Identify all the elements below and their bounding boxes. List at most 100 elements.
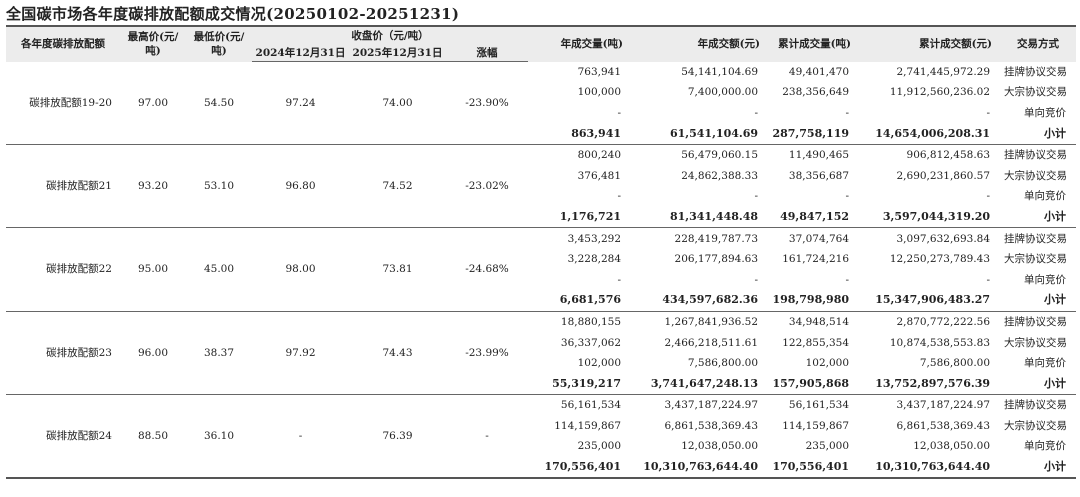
max-price: 97.00 <box>120 61 186 145</box>
vintage-group: 碳排放配额19-20 97.00 54.50 97.24 74.00 -23.90% 763… <box>6 61 1077 145</box>
trade-mode: 小计 <box>1000 290 1077 312</box>
table-row: 碳排放配额19-20 97.00 54.50 97.24 74.00 -23.90% 763… <box>6 61 1076 145</box>
table-row: 100,000 7,400,000.00 238,356,649 11,912,560… <box>6 82 1076 103</box>
close-2024: - <box>252 394 349 480</box>
cum-value: 12,038,050.00 <box>913 440 991 453</box>
cum-value: 2,870,772,222.56 <box>896 315 991 328</box>
cum-value: 906,812,458.63 <box>906 149 991 162</box>
cum-value: 7,586,800.00 <box>919 357 991 370</box>
min-price: 38.37 <box>186 311 252 396</box>
max-price: 95.00 <box>120 227 186 312</box>
trade-mode: 小计 <box>1000 373 1077 396</box>
subtotal-row: 170,556,401 10,310,763,644.40 170,556,401 1… <box>6 456 1077 480</box>
cum-value: 10,874,538,553.83 <box>889 336 991 349</box>
annual-volume: 36,337,062 <box>560 336 622 349</box>
vintage-name: 碳排放配额19-20 <box>6 61 120 145</box>
table-row: - - - - 单向竞价 <box>6 103 1076 124</box>
close-2025: 74.00 <box>349 61 446 145</box>
header-cum-volume: 累计成交量(吨) <box>768 25 860 62</box>
header-annual-value: 年成交额(元) <box>631 25 769 62</box>
cum-volume: 157,905,868 <box>768 373 860 396</box>
cum-volume: - <box>845 106 850 119</box>
annual-volume: 114,159,867 <box>554 419 622 432</box>
table-title: 全国碳市场各年度碳排放配额成交情况(20250102-20251231) <box>6 5 460 23</box>
subtotal-row: 6,681,576 434,597,682.36 198,798,980 15,347… <box>6 290 1077 312</box>
cum-volume: - <box>845 190 850 203</box>
trade-mode: 单向竞价 <box>1024 357 1067 370</box>
vintage-name: 碳排放配额21 <box>6 144 120 229</box>
cum-value: 6,861,538,369.43 <box>896 419 991 432</box>
close-2024: 96.80 <box>252 144 349 229</box>
annual-volume: - <box>617 190 622 203</box>
annual-value: 6,861,538,369.43 <box>664 419 759 432</box>
cum-value: 3,437,187,224.97 <box>896 399 991 412</box>
cum-volume: 235,000 <box>805 440 850 453</box>
annual-value: 54,141,104.69 <box>681 65 759 78</box>
cum-value: 13,752,897,576.39 <box>859 373 1001 396</box>
table-row: 碳排放配额24 88.50 36.10-76.39-56,161,534 3,437,… <box>6 394 1076 480</box>
cum-value: 3,597,044,319.20 <box>859 206 1001 229</box>
cum-value: - <box>986 106 991 119</box>
price-change: -24.68% <box>446 227 529 312</box>
trade-mode: 单向竞价 <box>1024 273 1067 286</box>
annual-volume: 1,176,721 <box>528 206 632 229</box>
subtotal-row: 1,176,721 81,341,448.48 49,847,152 3,597,04… <box>6 206 1077 229</box>
table-row: 114,159,867 6,861,538,369.43 114,159,867 6,… <box>6 416 1076 437</box>
cum-volume: 102,000 <box>805 357 850 370</box>
cum-volume: 238,356,649 <box>782 86 850 99</box>
cum-volume: - <box>845 273 850 286</box>
trade-mode: 单向竞价 <box>1024 190 1067 203</box>
cum-value: 14,654,006,208.31 <box>859 123 1001 145</box>
annual-value: - <box>754 106 759 119</box>
annual-value: - <box>754 190 759 203</box>
subtotal-row: 863,941 61,541,104.69 287,758,119 14,654,00… <box>6 123 1077 145</box>
price-change: -23.02% <box>446 144 529 229</box>
cum-volume: 11,490,465 <box>788 149 850 162</box>
annual-value: 10,310,763,644.40 <box>631 456 769 480</box>
cum-value: 12,250,273,789.43 <box>889 253 991 266</box>
close-2025: 74.43 <box>349 311 446 396</box>
header-cum-value: 累计成交额(元) <box>859 25 1001 62</box>
annual-value: 228,419,787.73 <box>674 232 759 245</box>
annual-value: 3,437,187,224.97 <box>664 399 759 412</box>
annual-volume: 235,000 <box>577 440 622 453</box>
cum-value: 3,097,632,693.84 <box>896 232 991 245</box>
header-change: 涨幅 <box>446 44 529 62</box>
annual-volume: - <box>617 273 622 286</box>
cum-value: - <box>986 273 991 286</box>
annual-volume: 102,000 <box>577 357 622 370</box>
subtotal-row: 55,319,217 3,741,647,248.13 157,905,868 13,… <box>6 373 1077 396</box>
cum-volume: 56,161,534 <box>788 399 850 412</box>
max-price: 88.50 <box>120 394 186 480</box>
trade-mode: 单向竞价 <box>1024 106 1067 119</box>
trade-mode: 挂牌协议交易 <box>1004 399 1068 412</box>
trade-mode: 小计 <box>1000 123 1077 145</box>
header-annual-volume: 年成交量(吨) <box>528 25 632 62</box>
price-change: - <box>446 394 529 480</box>
annual-volume: 3,228,284 <box>567 253 622 266</box>
cum-volume: 38,356,687 <box>788 169 850 182</box>
cum-value: 15,347,906,483.27 <box>859 290 1001 312</box>
annual-volume: 3,453,292 <box>567 232 622 245</box>
header-close-2025: 2025年12月31日 <box>349 44 446 62</box>
annual-volume: - <box>617 106 622 119</box>
header-close-2024: 2024年12月31日 <box>252 44 349 62</box>
cum-value: 11,912,560,236.02 <box>889 86 991 99</box>
header-trade-mode: 交易方式 <box>1000 25 1077 62</box>
min-price: 36.10 <box>186 394 252 480</box>
annual-volume: 55,319,217 <box>528 373 632 396</box>
annual-value: 56,479,060.15 <box>681 149 759 162</box>
vintage-group: 碳排放配额23 96.00 38.37 97.92 74.43 -23.99% 18,880… <box>6 311 1077 396</box>
trade-mode: 挂牌协议交易 <box>1004 149 1068 162</box>
annual-value: - <box>754 273 759 286</box>
trade-mode: 大宗协议交易 <box>1004 169 1068 182</box>
trade-mode: 挂牌协议交易 <box>1004 65 1068 78</box>
cum-volume: 161,724,216 <box>782 253 850 266</box>
close-2024: 97.24 <box>252 61 349 145</box>
annual-volume: 863,941 <box>528 123 632 145</box>
annual-value: 206,177,894.63 <box>674 253 759 266</box>
annual-volume: 170,556,401 <box>528 456 632 480</box>
trade-mode: 挂牌协议交易 <box>1004 315 1068 328</box>
table-row: 碳排放配额21 93.20 53.10 96.80 74.52 -23.02% 800,24… <box>6 144 1076 229</box>
close-2024: 98.00 <box>252 227 349 312</box>
